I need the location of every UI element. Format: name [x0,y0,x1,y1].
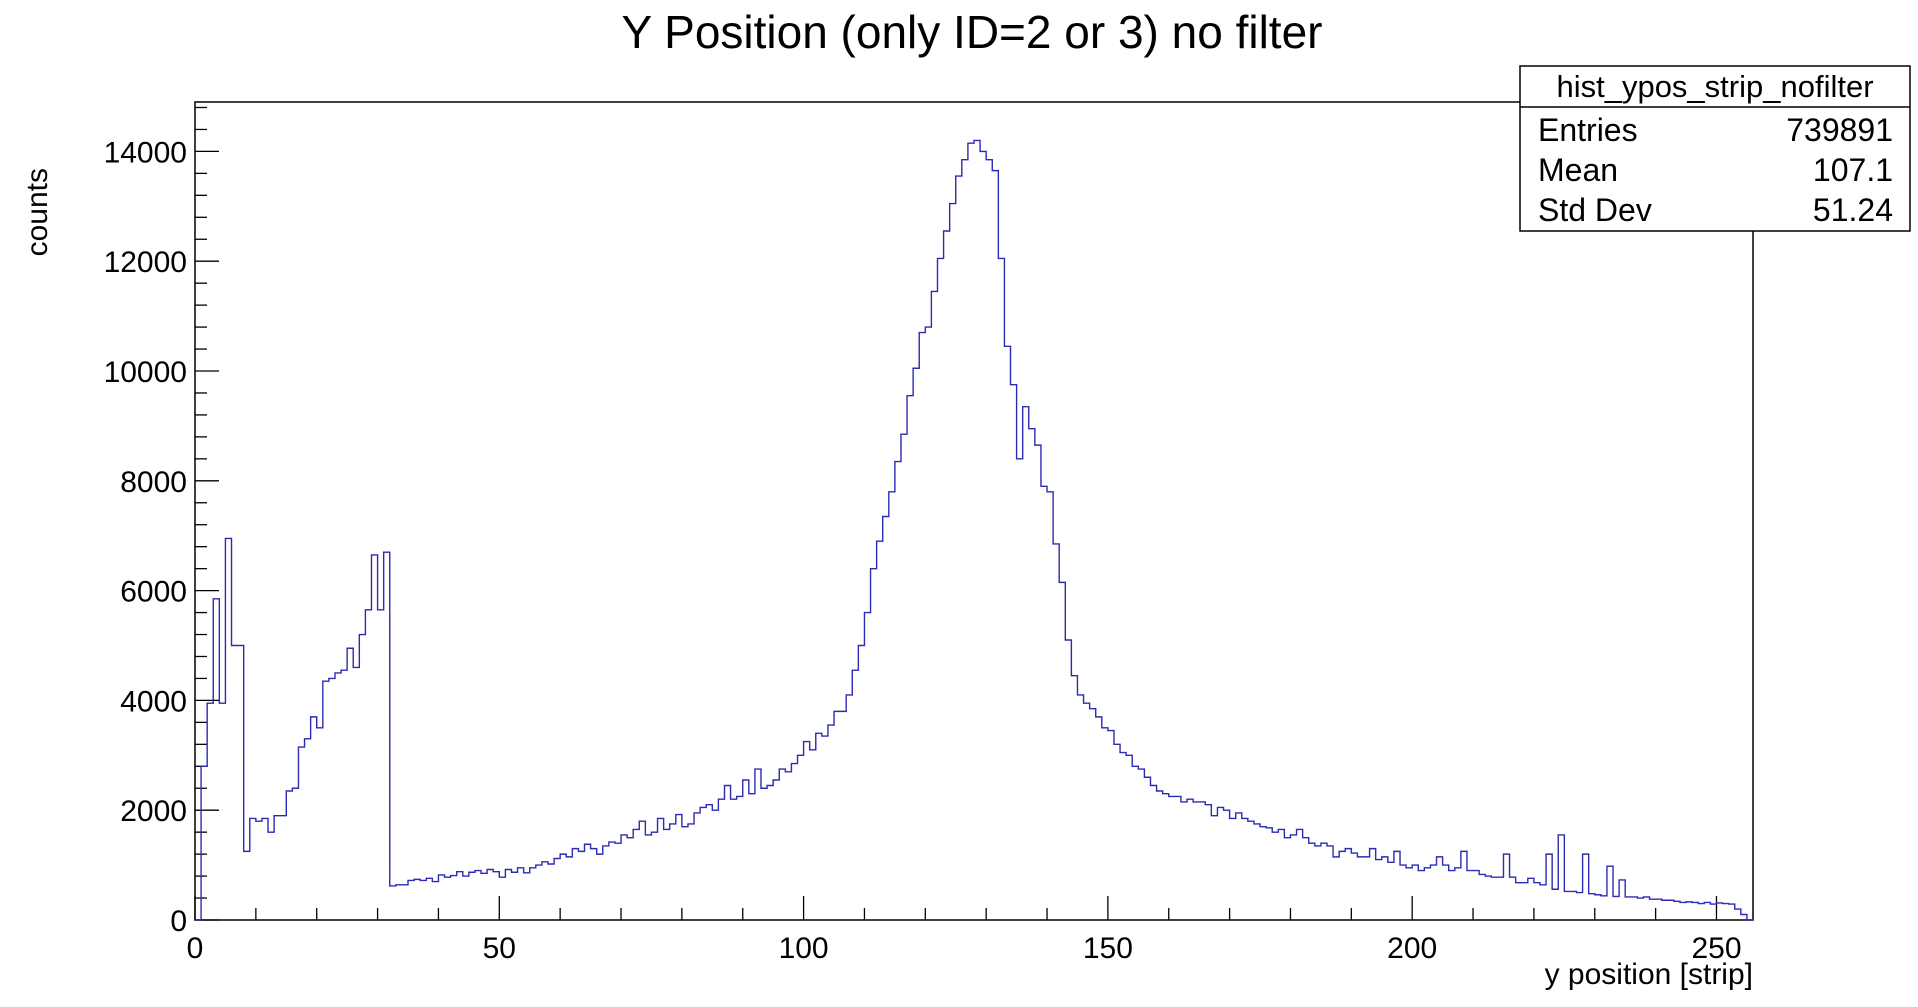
stats-histogram-name: hist_ypos_strip_nofilter [1556,69,1873,104]
x-tick-label: 50 [483,932,516,965]
chart-title: Y Position (only ID=2 or 3) no filter [622,6,1323,58]
stats-box-frame [1519,65,1911,232]
stats-stddev-label: Std Dev [1538,192,1652,228]
y-tick-label: 12000 [104,246,187,279]
stats-mean-label: Mean [1538,152,1618,188]
y-tick-label: 0 [170,905,187,938]
y-tick-label: 10000 [104,356,187,389]
y-tick-label: 2000 [120,795,187,828]
y-tick-label: 8000 [120,466,187,499]
x-axis-ticks [194,896,1718,920]
y-tick-label: 4000 [120,685,187,718]
y-tick-label: 14000 [104,136,187,169]
stats-entries-label: Entries [1538,112,1638,148]
y-axis-label: counts [21,168,54,256]
y-axis-ticks [195,106,219,921]
plot-frame [194,101,1754,921]
stats-box: hist_ypos_strip_nofilter Entries 739891 … [1519,65,1911,232]
histogram-series-line [195,139,1753,921]
x-tick-label: 0 [187,932,204,965]
x-axis-tick-labels: 0 50 100 150 200 250 [187,932,1742,965]
stats-entries-value: 739891 [1786,112,1893,148]
x-tick-label: 100 [779,932,829,965]
x-axis-label: y position [strip] [1545,958,1753,991]
x-tick-label: 250 [1691,932,1741,965]
stats-stddev-value: 51.24 [1813,192,1893,228]
y-axis-tick-labels: 0 2000 4000 6000 8000 10000 12000 14000 [104,136,187,938]
stats-mean-value: 107.1 [1813,152,1893,188]
x-tick-label: 200 [1387,932,1437,965]
y-tick-label: 6000 [120,576,187,609]
x-tick-label: 150 [1083,932,1133,965]
